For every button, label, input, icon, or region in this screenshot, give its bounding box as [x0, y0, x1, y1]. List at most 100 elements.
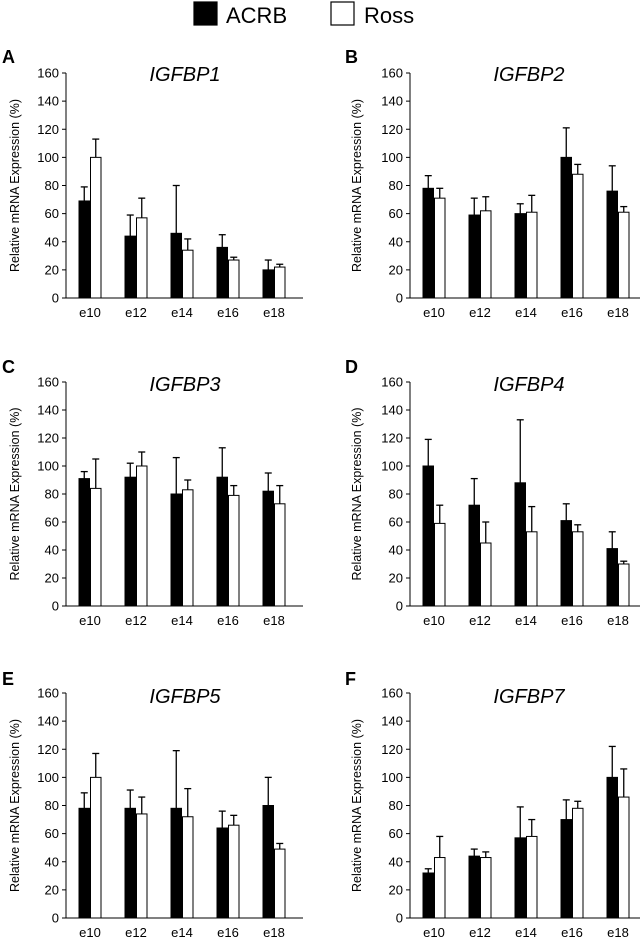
x-tick-label-e-e16: e16: [217, 925, 239, 940]
y-tick-label-a-100: 100: [37, 150, 59, 165]
y-tick-label-b-140: 140: [381, 94, 403, 109]
y-tick-label-f-140: 140: [381, 714, 403, 729]
y-tick-label-f-80: 80: [389, 798, 403, 813]
y-tick-label-c-100: 100: [37, 459, 59, 474]
x-tick-label-b-e16: e16: [561, 305, 583, 320]
x-tick-label-c-e16: e16: [217, 613, 239, 628]
chart-title-a: IGFBP1: [149, 64, 220, 86]
y-tick-label-a-120: 120: [37, 122, 59, 137]
bar-d-ross-e12: [480, 542, 492, 607]
y-tick-label-e-40: 40: [45, 854, 59, 869]
x-tick-label-b-e10: e10: [423, 305, 445, 320]
legend-label-acrb: ACRB: [226, 3, 287, 28]
chart-panel-c: C IGFBP3 Relative mRNA Expression (%) 0 20 40…: [2, 357, 303, 628]
y-tick-label-e-60: 60: [45, 826, 59, 841]
x-tick-label-c-e14: e14: [171, 613, 193, 628]
x-tick-label-f-e12: e12: [469, 925, 491, 940]
x-tick-label-a-e14: e14: [171, 305, 193, 320]
y-tick-label-f-160: 160: [381, 686, 403, 701]
panel-letter-b: B: [345, 47, 358, 67]
panel-letter-d: D: [345, 357, 358, 377]
y-tick-label-d-100: 100: [381, 459, 403, 474]
bar-c-ross-e14: [182, 489, 194, 607]
y-tick-label-c-0: 0: [52, 599, 59, 614]
panel-letter-a: A: [2, 47, 15, 67]
bar-d-ross-e18: [618, 563, 630, 607]
x-tick-label-e-e12: e12: [125, 925, 147, 940]
bar-a-acrb-e12: [124, 235, 136, 299]
y-tick-label-f-0: 0: [396, 911, 403, 926]
bar-c-acrb-e12: [124, 476, 136, 607]
bar-b-acrb-e16: [560, 156, 572, 299]
panel-letter-c: C: [2, 357, 15, 377]
bar-f-ross-e14: [526, 835, 538, 919]
y-axis-label-d: Relative mRNA Expression (%): [350, 408, 364, 581]
bar-d-acrb-e14: [514, 482, 526, 607]
bar-c-ross-e18: [274, 503, 286, 607]
bar-f-acrb-e14: [514, 837, 526, 919]
y-tick-label-b-40: 40: [389, 234, 403, 249]
bar-f-acrb-e16: [560, 819, 572, 919]
chart-panel-f: F IGFBP7 Relative mRNA Expression (%) 0 20 40…: [345, 669, 640, 940]
x-tick-label-c-e12: e12: [125, 613, 147, 628]
chart-panel-b: B IGFBP2 Relative mRNA Expression (%) 0 20 40…: [345, 47, 640, 320]
bar-a-ross-e16: [228, 259, 240, 299]
y-tick-label-b-120: 120: [381, 122, 403, 137]
bar-a-acrb-e18: [262, 269, 274, 299]
chart-title-c: IGFBP3: [149, 374, 220, 396]
y-tick-label-c-60: 60: [45, 515, 59, 530]
bar-e-acrb-e16: [216, 827, 228, 919]
y-tick-label-c-160: 160: [37, 375, 59, 390]
y-axis-label-b: Relative mRNA Expression (%): [350, 99, 364, 272]
bar-e-acrb-e14: [170, 807, 182, 919]
bar-c-acrb-e18: [262, 490, 274, 607]
bar-f-acrb-e12: [468, 855, 480, 919]
y-axis-label-a: Relative mRNA Expression (%): [8, 99, 22, 272]
y-tick-label-d-20: 20: [389, 571, 403, 586]
x-tick-label-e-e14: e14: [171, 925, 193, 940]
y-tick-label-e-160: 160: [37, 686, 59, 701]
chart-panel-a: A IGFBP1 Relative mRNA Expression (%) 0 20 40…: [2, 47, 303, 320]
bar-c-acrb-e10: [78, 478, 90, 607]
bar-d-ross-e14: [526, 531, 538, 607]
y-tick-label-a-140: 140: [37, 94, 59, 109]
chart-title-f: IGFBP7: [493, 686, 565, 708]
x-tick-label-e-e18: e18: [263, 925, 285, 940]
bar-e-ross-e16: [228, 824, 240, 919]
y-tick-label-c-140: 140: [37, 403, 59, 418]
x-tick-label-a-e18: e18: [263, 305, 285, 320]
bar-f-ross-e10: [434, 857, 446, 919]
bar-b-ross-e14: [526, 211, 538, 299]
y-tick-label-a-80: 80: [45, 178, 59, 193]
y-tick-label-d-60: 60: [389, 515, 403, 530]
y-tick-label-b-100: 100: [381, 150, 403, 165]
panel-letter-f: F: [345, 669, 356, 689]
bar-d-acrb-e10: [422, 465, 434, 607]
y-tick-label-f-40: 40: [389, 854, 403, 869]
y-axis-label-e: Relative mRNA Expression (%): [8, 719, 22, 892]
y-tick-label-c-120: 120: [37, 431, 59, 446]
bar-c-ross-e16: [228, 494, 240, 607]
panel-letter-e: E: [2, 669, 14, 689]
y-tick-label-b-0: 0: [396, 291, 403, 306]
bar-a-ross-e14: [182, 249, 194, 299]
y-tick-label-d-160: 160: [381, 375, 403, 390]
x-tick-label-d-e14: e14: [515, 613, 537, 628]
y-tick-label-f-60: 60: [389, 826, 403, 841]
y-tick-label-d-40: 40: [389, 543, 403, 558]
x-tick-label-b-e18: e18: [607, 305, 629, 320]
bar-a-acrb-e10: [78, 200, 90, 299]
y-tick-label-b-20: 20: [389, 262, 403, 277]
y-tick-label-d-0: 0: [396, 599, 403, 614]
bar-d-acrb-e16: [560, 520, 572, 607]
bar-c-acrb-e14: [170, 493, 182, 607]
chart-panels: A IGFBP1 Relative mRNA Expression (%) 0 20 40…: [2, 47, 640, 940]
bar-e-ross-e18: [274, 848, 286, 919]
x-tick-label-d-e16: e16: [561, 613, 583, 628]
bar-b-ross-e10: [434, 197, 446, 299]
y-tick-label-d-80: 80: [389, 487, 403, 502]
x-tick-label-e-e10: e10: [79, 925, 101, 940]
y-tick-label-f-100: 100: [381, 770, 403, 785]
x-tick-label-f-e18: e18: [607, 925, 629, 940]
